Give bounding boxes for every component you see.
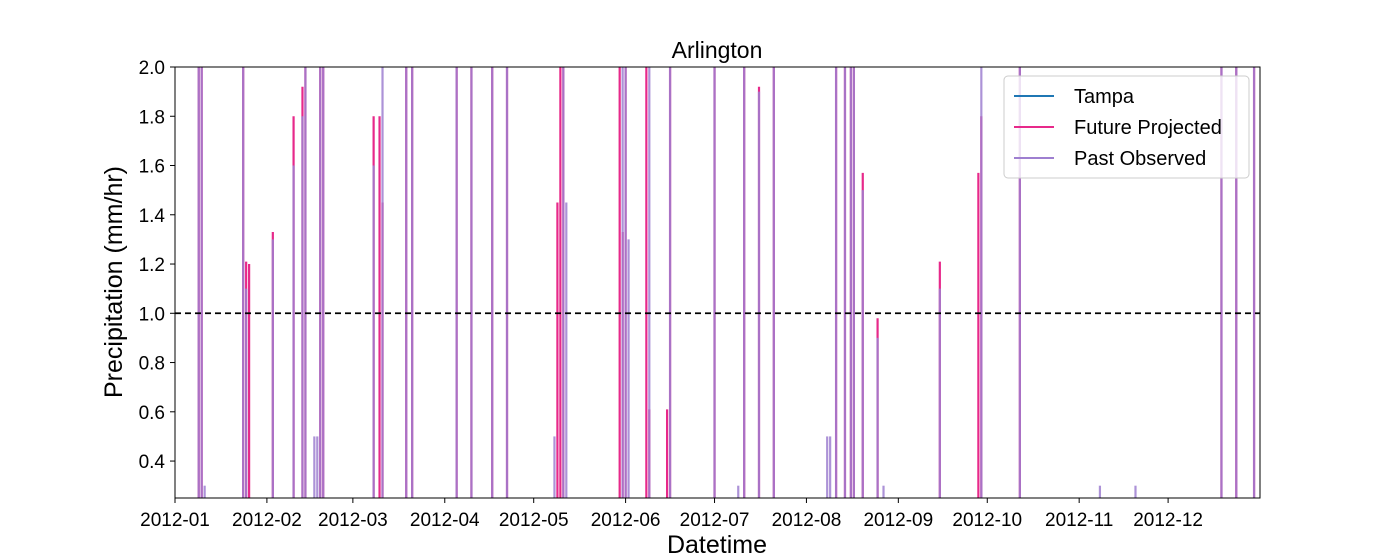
x-tick-label: 2012-01 [140, 510, 210, 531]
y-tick-label: 1.4 [139, 206, 166, 227]
series-layer [197, 67, 1256, 498]
legend-entry: Past Observed [1074, 148, 1206, 170]
y-axis-ticks: 0.4 0.6 0.8 1.0 1.2 1.4 1.6 1.8 2.0 [139, 58, 175, 473]
plot-area-frame [174, 66, 1261, 499]
y-tick-label: 0.8 [139, 354, 165, 375]
x-tick-label: 2012-09 [863, 510, 933, 531]
y-axis-label: Precipitation (mm/hr) [100, 166, 128, 398]
legend: Tampa Future Projected Past Observed [1003, 75, 1250, 179]
x-tick-label: 2012-11 [1045, 510, 1113, 531]
x-tick-label: 2012-05 [499, 510, 569, 531]
chart-title: Arlington [672, 37, 763, 63]
y-tick-label: 2.0 [139, 58, 165, 79]
x-tick-label: 2012-03 [318, 510, 388, 531]
legend-entry: Tampa [1074, 86, 1135, 108]
legend-box [1003, 75, 1250, 179]
x-tick-label: 2012-07 [680, 510, 750, 531]
y-tick-label: 1.0 [139, 304, 165, 325]
x-axis-label: Datetime [667, 531, 767, 559]
y-tick-label: 1.2 [139, 255, 165, 276]
y-tick-label: 1.8 [139, 107, 165, 128]
y-tick-label: 1.6 [139, 157, 165, 178]
x-tick-label: 2012-08 [772, 510, 842, 531]
y-tick-label: 0.4 [139, 452, 166, 473]
legend-entry: Future Projected [1074, 117, 1222, 139]
x-tick-label: 2012-04 [410, 510, 480, 531]
x-tick-label: 2012-06 [591, 510, 661, 531]
x-axis-ticks: 2012-01 2012-02 2012-03 2012-04 2012-05 2012-… [140, 498, 1203, 531]
x-tick-label: 2012-10 [952, 510, 1022, 531]
x-tick-label: 2012-02 [232, 510, 302, 531]
y-tick-label: 0.6 [139, 403, 165, 424]
x-tick-label: 2012-12 [1133, 510, 1203, 531]
